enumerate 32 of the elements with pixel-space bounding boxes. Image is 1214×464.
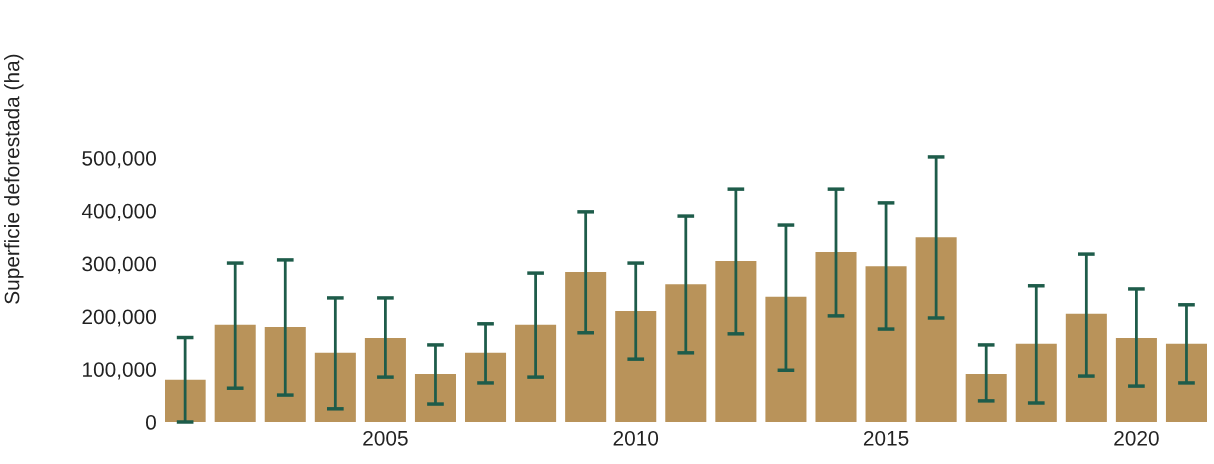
bar: [1065, 313, 1107, 423]
bar: [1015, 343, 1057, 423]
x-tick-label: 2005: [363, 430, 408, 446]
x-tick-label: 2020: [1114, 430, 1159, 446]
bar: [665, 284, 707, 423]
y-tick-label: 100,000: [83, 362, 156, 380]
bar: [965, 373, 1007, 423]
y-axis-title: Superficie deforestada (ha): [4, 54, 24, 304]
x-tick-label: 2015: [863, 430, 909, 446]
bar: [615, 311, 657, 423]
bar: [1115, 338, 1157, 423]
y-tick-label: 0: [146, 415, 156, 430]
bar: [565, 272, 607, 423]
bar: [364, 338, 406, 423]
bar: [1165, 343, 1207, 423]
bar: [765, 296, 807, 423]
bar: [815, 251, 857, 423]
y-tick-label: 500,000: [82, 150, 156, 169]
y-tick-label: 200,000: [82, 309, 156, 327]
bar: [465, 352, 507, 423]
bar: [865, 266, 907, 423]
y-tick-label: 300,000: [82, 256, 156, 274]
bar: [515, 324, 557, 423]
bar: [264, 326, 306, 423]
bar: [915, 237, 957, 423]
x-tick-label: 2010: [613, 430, 659, 446]
y-tick-label: 400,000: [81, 203, 156, 222]
bar: [715, 260, 757, 423]
bar: [414, 373, 456, 423]
bar: [165, 379, 206, 423]
bar: [314, 352, 356, 423]
bar: [214, 324, 256, 423]
